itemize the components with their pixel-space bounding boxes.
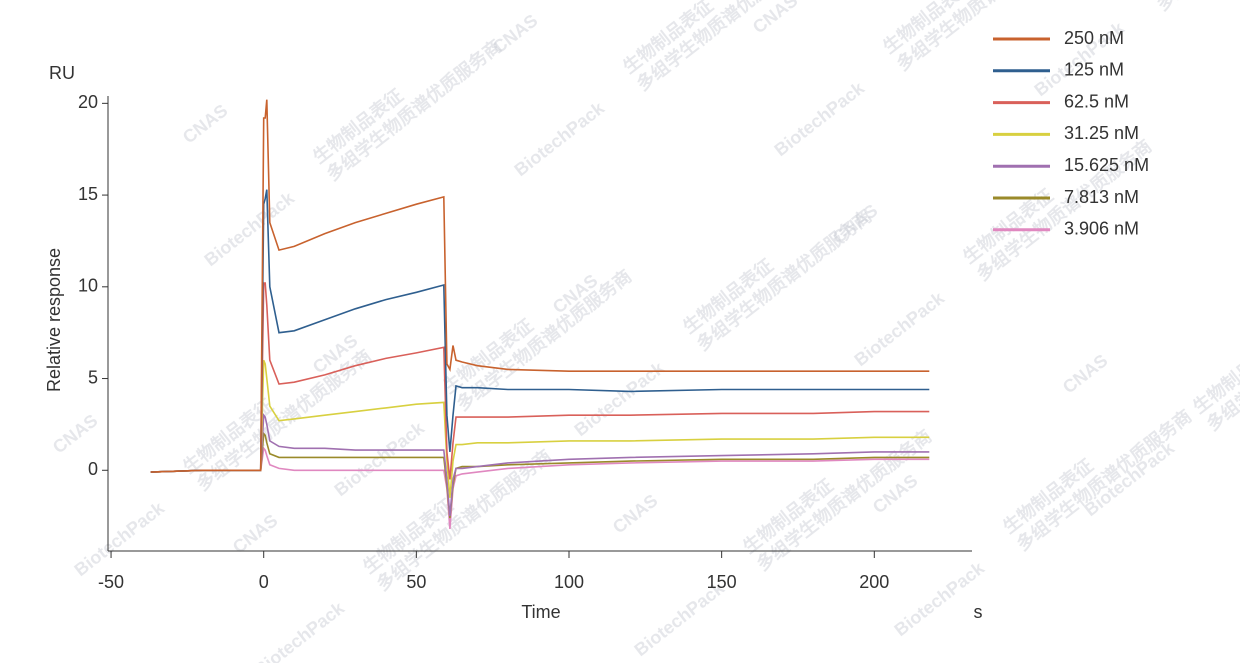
series-line bbox=[150, 282, 930, 480]
y-axis-label: Relative response bbox=[44, 248, 64, 392]
legend-label: 62.5 nM bbox=[1064, 91, 1129, 111]
watermark-text: BiotechPack bbox=[851, 287, 949, 370]
y-tick-label: 15 bbox=[78, 184, 98, 204]
x-tick-label: -50 bbox=[98, 572, 124, 592]
legend-label: 125 nM bbox=[1064, 60, 1124, 80]
watermark-text: BiotechPack bbox=[891, 557, 989, 640]
watermark-text: BiotechPack bbox=[71, 497, 169, 580]
watermark-text: 多组学生物质谱优质服务商 bbox=[1152, 0, 1240, 15]
watermark-text: CNAS bbox=[1059, 350, 1112, 397]
watermark-text: 多组学生物质谱优质服务商 bbox=[752, 425, 935, 575]
watermark-text: BiotechPack bbox=[571, 357, 669, 440]
legend-label: 31.25 nM bbox=[1064, 123, 1139, 143]
watermark-text: 多组学生物质谱优质服务商 bbox=[452, 265, 635, 415]
watermark-text: 多组学生物质谱优质服务商 bbox=[322, 35, 505, 185]
x-tick-label: 150 bbox=[707, 572, 737, 592]
series-line bbox=[150, 446, 930, 530]
legend-label: 7.813 nM bbox=[1064, 187, 1139, 207]
y-tick-label: 0 bbox=[88, 459, 98, 479]
watermark-text: CNAS bbox=[49, 410, 102, 457]
x-tick-label: 100 bbox=[554, 572, 584, 592]
watermark-text: CNAS bbox=[229, 510, 282, 557]
watermark-text: BiotechPack bbox=[201, 187, 299, 270]
watermark-text: BiotechPack bbox=[771, 77, 869, 160]
x-unit: s bbox=[974, 602, 983, 622]
y-tick-label: 10 bbox=[78, 276, 98, 296]
watermark-text: BiotechPack bbox=[251, 597, 349, 663]
legend-label: 250 nM bbox=[1064, 28, 1124, 48]
legend-label: 15.625 nM bbox=[1064, 155, 1149, 175]
x-tick-label: 50 bbox=[406, 572, 426, 592]
watermark-text: BiotechPack bbox=[331, 417, 429, 500]
legend-label: 3.906 nM bbox=[1064, 219, 1139, 239]
watermark-text: CNAS bbox=[489, 10, 542, 57]
series-line bbox=[150, 189, 930, 473]
watermark-text: CNAS bbox=[179, 100, 232, 147]
watermark-text: CNAS bbox=[609, 490, 662, 537]
series-line bbox=[150, 99, 930, 473]
watermark-text: CNAS bbox=[829, 200, 882, 247]
series-line bbox=[150, 359, 930, 498]
watermark-text: BiotechPack bbox=[511, 97, 609, 180]
series-line bbox=[150, 413, 930, 517]
x-tick-label: 0 bbox=[259, 572, 269, 592]
watermark-text: 多组学生物质谱优质服务商 bbox=[1012, 405, 1195, 555]
y-tick-label: 20 bbox=[78, 92, 98, 112]
x-axis-label: Time bbox=[521, 602, 560, 622]
y-unit: RU bbox=[49, 63, 75, 83]
y-tick-label: 5 bbox=[88, 367, 98, 387]
plot: 0 5 10 15 20 -50 0 50 100 150 200 bbox=[78, 92, 972, 592]
x-tick-label: 200 bbox=[859, 572, 889, 592]
